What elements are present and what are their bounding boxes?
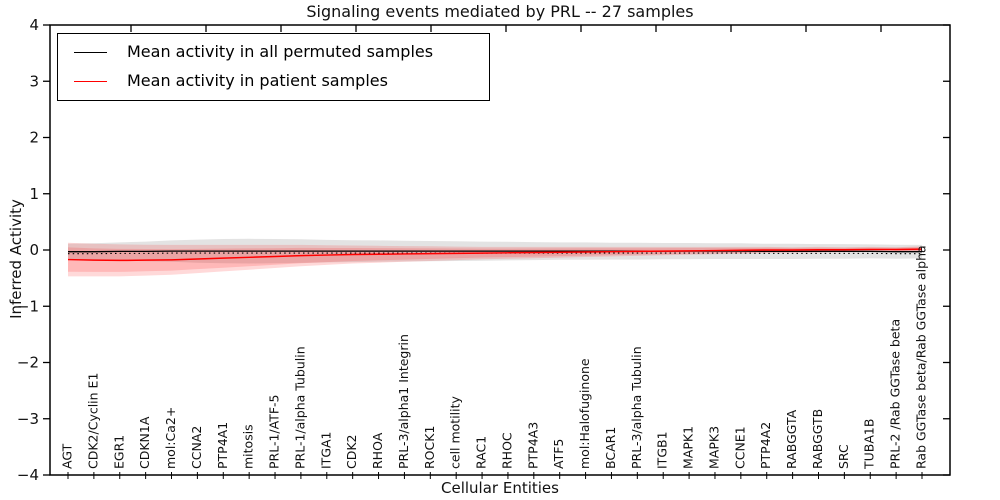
- x-tick-label: CCNA2: [189, 426, 204, 469]
- x-tick-label: CDK2/Cyclin E1: [85, 373, 100, 469]
- x-axis-title: Cellular Entities: [441, 479, 559, 497]
- x-tick-label: Rab GGTase beta/Rab GGTase alpha: [914, 245, 929, 469]
- y-tick-label: 4: [29, 16, 39, 34]
- y-axis-title: Inferred Activity: [7, 199, 25, 319]
- x-tick-label: PRL-3/alpha Tubulin: [629, 346, 644, 469]
- x-tick-label: MAPK3: [707, 426, 722, 469]
- legend-box: Mean activity in all permuted samples Me…: [57, 33, 490, 101]
- x-tick-label: ITGA1: [318, 431, 333, 469]
- x-tick-label: RABGGTB: [810, 409, 825, 469]
- x-tick-label: ATF5: [551, 439, 566, 469]
- x-tick-label: TUBA1B: [862, 419, 877, 470]
- x-tick-label: MAPK1: [681, 426, 696, 469]
- y-tick-label: −1: [17, 297, 39, 315]
- x-tick-label: CCNE1: [732, 426, 747, 469]
- x-tick-label: ITGB1: [655, 431, 670, 469]
- x-tick-label: PTP4A3: [525, 422, 540, 469]
- x-tick-label: AGT: [60, 443, 75, 469]
- y-tick-label: −3: [17, 410, 39, 428]
- x-tick-label: RABGGTA: [784, 409, 799, 469]
- y-tick-label: 3: [29, 72, 39, 90]
- y-tick-label: 2: [29, 129, 39, 147]
- patient-line-swatch: [74, 80, 107, 82]
- x-tick-label: cell motility: [448, 395, 463, 469]
- permuted-line-swatch: [74, 51, 107, 53]
- x-tick-label: PTP4A1: [215, 422, 230, 469]
- x-tick-label: PTP4A2: [758, 422, 773, 469]
- x-tick-label: PRL-1/alpha Tubulin: [292, 346, 307, 469]
- chart-title: Signaling events mediated by PRL -- 27 s…: [306, 2, 694, 21]
- y-tick-label: 0: [29, 241, 39, 259]
- permuted-mean-line: [68, 250, 922, 253]
- y-tick-label: −4: [17, 466, 39, 484]
- patient-mean-line: [67, 248, 923, 262]
- x-tick-label: BCAR1: [603, 427, 618, 469]
- y-tick-label: −2: [17, 354, 39, 372]
- x-tick-label: RHOA: [370, 432, 385, 469]
- x-tick-label: mol:Halofuginone: [577, 358, 592, 469]
- x-tick-label: mol:Ca2+: [163, 407, 178, 469]
- x-tick-label: SRC: [836, 444, 851, 469]
- x-tick-label: mitosis: [241, 424, 256, 469]
- legend-label-patient: Mean activity in patient samples: [127, 71, 388, 90]
- x-tick-label: RHOC: [499, 432, 514, 469]
- legend-entry-patient: Mean activity in patient samples: [68, 70, 479, 92]
- legend-entry-permuted: Mean activity in all permuted samples: [68, 41, 479, 63]
- x-tick-label: CDKN1A: [137, 416, 152, 469]
- x-tick-label: PRL-1/ATF-5: [267, 394, 282, 469]
- x-tick-label: CDK2: [344, 434, 359, 469]
- x-tick-label: RAC1: [474, 436, 489, 469]
- permuted-mean-markers: [68, 252, 922, 255]
- legend-label-permuted: Mean activity in all permuted samples: [127, 42, 434, 61]
- y-tick-label: 1: [29, 185, 39, 203]
- x-tick-label: PRL-3/alpha1 Integrin: [396, 334, 411, 469]
- x-tick-label: ROCK1: [422, 426, 437, 469]
- x-tick-label: PRL-2 /Rab GGTase beta: [888, 319, 903, 469]
- x-tick-label: EGR1: [111, 435, 126, 469]
